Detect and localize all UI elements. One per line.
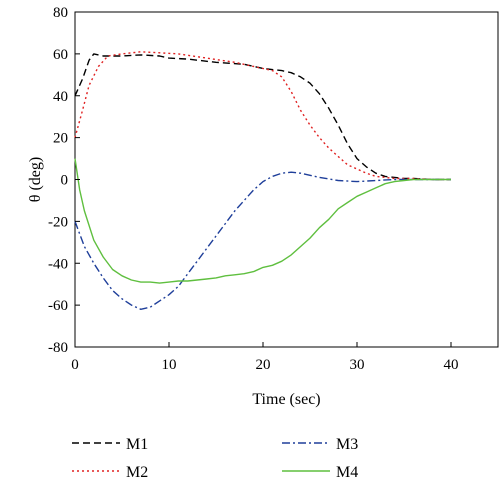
legend: M1 M2 M3 M4 [72, 436, 358, 481]
y-axis-title: θ (deg) [27, 157, 44, 202]
y-tick-label: -80 [48, 340, 68, 356]
x-axis: 0 10 20 30 40 [71, 342, 459, 373]
legend-label-m4: M4 [336, 464, 358, 481]
y-tick-label: 80 [53, 5, 68, 21]
legend-label-m2: M2 [126, 464, 148, 481]
y-tick-label: -40 [48, 256, 68, 272]
series-line-m2 [74, 51, 451, 181]
y-tick-label: 60 [53, 47, 68, 63]
y-tick-label: 0 [61, 173, 69, 189]
x-tick-label: 20 [256, 357, 271, 373]
legend-label-m3: M3 [336, 436, 358, 453]
x-tick-label: 30 [350, 357, 365, 373]
series-line-m1 [74, 53, 451, 181]
series-line-m3 [74, 171, 451, 310]
legend-label-m1: M1 [126, 436, 148, 453]
series-layer [74, 51, 451, 310]
x-axis-title: Time (sec) [252, 391, 320, 408]
plot-area [74, 11, 499, 348]
x-tick-label: 10 [162, 357, 177, 373]
y-tick-label: 20 [53, 131, 68, 147]
y-tick-label: 40 [53, 89, 68, 105]
y-axis: -80 -60 -40 -20 0 20 40 60 80 [48, 5, 80, 356]
series-line-m4 [74, 158, 451, 284]
x-tick-label: 40 [444, 357, 459, 373]
y-tick-label: -20 [48, 214, 68, 230]
x-tick-label: 0 [71, 357, 79, 373]
y-tick-label: -60 [48, 298, 68, 314]
